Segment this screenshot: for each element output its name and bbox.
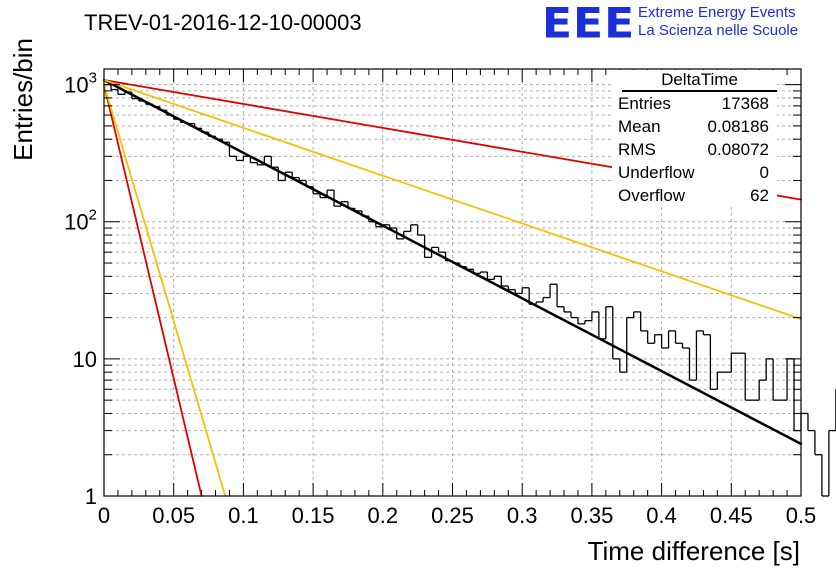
stats-value: 0 bbox=[759, 163, 769, 182]
x-tick-label: 0.2 bbox=[368, 503, 399, 528]
series-line bbox=[103, 83, 203, 497]
stats-label: Entries bbox=[618, 94, 671, 113]
stats-title: DeltaTime bbox=[622, 70, 777, 92]
x-tick-label: 0.5 bbox=[786, 503, 817, 528]
x-tick-label: 0.15 bbox=[292, 503, 335, 528]
stats-label: Overflow bbox=[618, 186, 686, 205]
y-tick-label: 102 bbox=[64, 207, 97, 235]
plot-title: TREV-01-2016-12-10-00003 bbox=[84, 10, 362, 35]
stats-row-rms: RMS 0.08072 bbox=[612, 138, 777, 161]
x-axis-label: Time difference [s] bbox=[588, 536, 800, 566]
x-tick-label: 0.4 bbox=[646, 503, 677, 528]
series-line bbox=[103, 83, 227, 497]
y-tick-label: 1 bbox=[85, 484, 97, 509]
stats-box: DeltaTime Entries 17368 Mean 0.08186 RMS… bbox=[612, 70, 777, 207]
series-line bbox=[102, 78, 803, 446]
x-tick-label: 0 bbox=[98, 503, 110, 528]
x-tick-label: 0.05 bbox=[152, 503, 195, 528]
x-tick-label: 0.3 bbox=[507, 503, 538, 528]
x-tick-label: 0.45 bbox=[710, 503, 753, 528]
stats-value: 17368 bbox=[721, 94, 769, 113]
stats-label: Underflow bbox=[618, 163, 695, 182]
series-line bbox=[103, 79, 802, 321]
x-tick-label: 0.25 bbox=[431, 503, 474, 528]
eee-logo: EEE bbox=[542, 0, 636, 48]
stats-row-underflow: Underflow 0 bbox=[612, 161, 777, 184]
stats-row-entries: Entries 17368 bbox=[612, 92, 777, 115]
stats-value: 0.08186 bbox=[707, 117, 769, 136]
x-tick-label: 0.35 bbox=[570, 503, 613, 528]
stats-value: 0.08072 bbox=[707, 140, 769, 159]
stats-row-mean: Mean 0.08186 bbox=[612, 115, 777, 138]
logo-line-2: La Scienza nelle Scuole bbox=[638, 22, 799, 39]
y-tick-labels: 1 10 102 103 bbox=[64, 70, 97, 509]
x-tick-label: 0.1 bbox=[228, 503, 259, 528]
stats-label: Mean bbox=[618, 117, 661, 136]
x-tick-labels: 0 0.05 0.1 0.15 0.2 0.25 0.3 0.35 0.4 0.45 0.5 bbox=[98, 503, 816, 528]
y-tick-label: 10 bbox=[73, 347, 97, 372]
logo-line-1: Extreme Energy Events bbox=[638, 4, 796, 21]
y-tick-label: 103 bbox=[64, 70, 97, 98]
y-axis-label: Entries/bin bbox=[8, 38, 38, 161]
stats-label: RMS bbox=[618, 140, 656, 159]
stats-row-overflow: Overflow 62 bbox=[612, 184, 777, 207]
stats-value: 62 bbox=[750, 186, 769, 205]
